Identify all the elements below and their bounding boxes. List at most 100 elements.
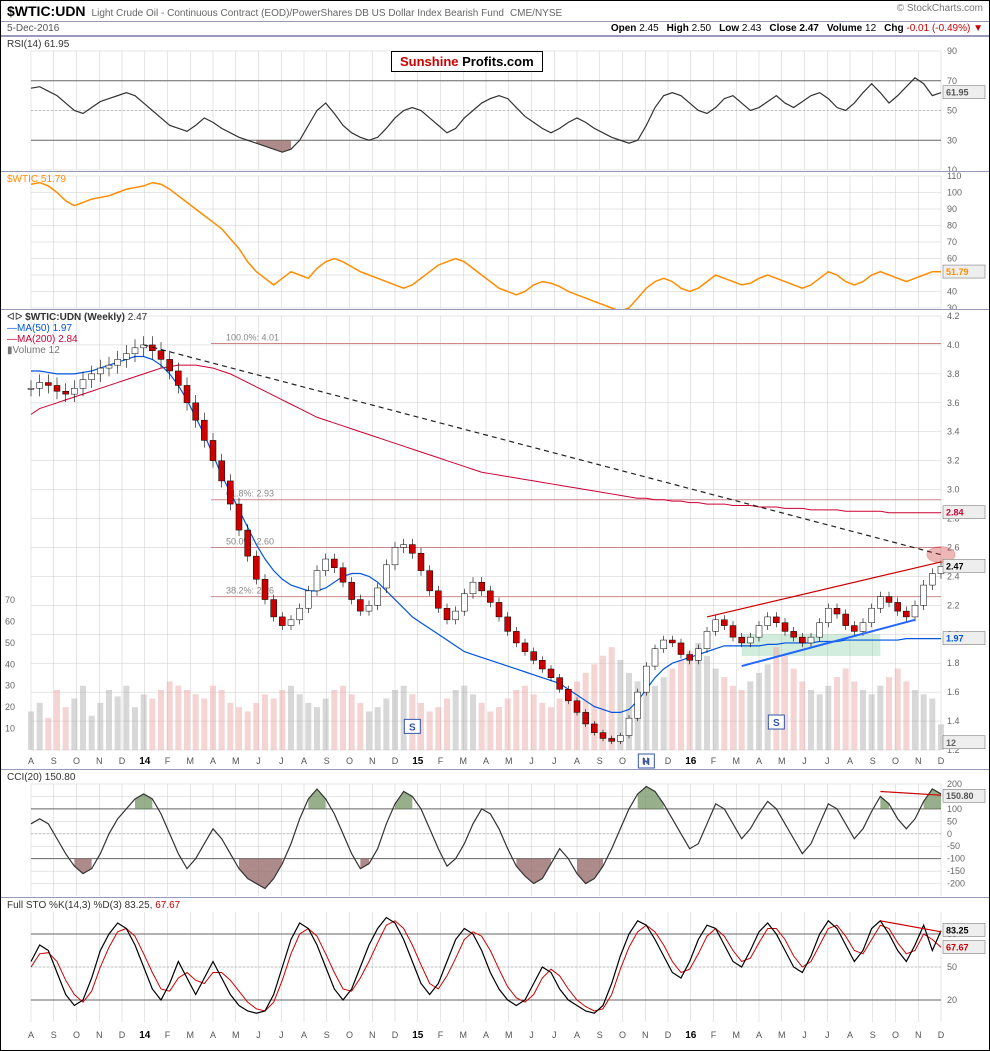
svg-text:83.25: 83.25: [946, 925, 969, 935]
chart-container: $WTIC:UDN Light Crude Oil - Continuous C…: [0, 0, 990, 1051]
svg-text:J: J: [256, 756, 261, 766]
svg-text:4.2: 4.2: [947, 311, 960, 321]
svg-text:A: A: [483, 756, 489, 766]
svg-text:F: F: [438, 1030, 444, 1040]
svg-text:J: J: [802, 756, 807, 766]
high-label: High: [667, 23, 689, 34]
svg-text:F: F: [165, 756, 171, 766]
svg-text:F: F: [165, 1030, 171, 1040]
svg-text:110: 110: [947, 172, 961, 181]
svg-text:16: 16: [685, 756, 697, 767]
svg-text:15: 15: [412, 756, 424, 767]
svg-text:2.2: 2.2: [947, 600, 960, 610]
svg-text:M: M: [505, 756, 513, 766]
svg-text:F: F: [711, 756, 717, 766]
svg-text:D: D: [665, 1030, 672, 1040]
cci-label: CCI(20) 150.80: [7, 772, 75, 783]
svg-text:90: 90: [947, 46, 957, 56]
chg-value: -0.01 (-0.49%): [906, 23, 970, 34]
svg-text:D: D: [665, 756, 672, 766]
svg-text:A: A: [301, 756, 307, 766]
rsi-label: RSI(14) 61.95: [7, 39, 69, 50]
svg-text:A: A: [210, 756, 216, 766]
svg-text:-150: -150: [947, 866, 965, 876]
svg-text:D: D: [119, 1030, 126, 1040]
svg-text:M: M: [460, 1030, 468, 1040]
brand-watermark: Sunshine Profits.com: [391, 51, 543, 72]
open-label: Open: [611, 23, 637, 34]
svg-text:2.47: 2.47: [946, 561, 964, 571]
svg-text:O: O: [346, 756, 353, 766]
svg-text:O: O: [346, 1030, 353, 1040]
svg-text:M: M: [778, 756, 786, 766]
svg-text:A: A: [756, 1030, 762, 1040]
svg-text:1.4: 1.4: [947, 716, 960, 726]
svg-text:O: O: [619, 756, 626, 766]
svg-text:S: S: [773, 718, 780, 729]
svg-text:S: S: [870, 1030, 876, 1040]
wtic-label: $WTIC 51.79: [7, 174, 66, 185]
price-panel: ᐊᐅ $WTIC:UDN (Weekly) 2.47 —MA(50) 1.97 …: [1, 309, 989, 769]
svg-text:S: S: [597, 1030, 603, 1040]
svg-text:D: D: [392, 1030, 399, 1040]
svg-text:60: 60: [947, 254, 957, 264]
svg-text:150.80: 150.80: [946, 791, 974, 801]
svg-text:3.2: 3.2: [947, 456, 960, 466]
svg-text:100.0%: 4.01: 100.0%: 4.01: [226, 332, 279, 342]
svg-text:100: 100: [947, 804, 962, 814]
svg-text:F: F: [711, 1030, 717, 1040]
svg-text:40: 40: [947, 287, 957, 297]
svg-text:S: S: [870, 756, 876, 766]
ohlcv: Open 2.45 High 2.50 Low 2.43 Close 2.47 …: [611, 23, 983, 34]
svg-text:M: M: [460, 756, 468, 766]
svg-text:J: J: [552, 1030, 557, 1040]
svg-text:O: O: [73, 756, 80, 766]
svg-text:O: O: [619, 1030, 626, 1040]
close-value: 2.47: [799, 23, 818, 34]
low-label: Low: [719, 23, 739, 34]
sto-label: Full STO %K(14,3) %D(3) 83.25, 67.67: [7, 900, 180, 911]
svg-text:J: J: [802, 1030, 807, 1040]
svg-text:51.79: 51.79: [946, 267, 969, 277]
wtic-panel: $WTIC 51.79 3040506070809010011051.79: [1, 171, 989, 309]
svg-text:1.97: 1.97: [946, 634, 964, 644]
svg-text:J: J: [529, 1030, 534, 1040]
svg-text:70: 70: [947, 76, 957, 86]
svg-text:3.8: 3.8: [947, 369, 960, 379]
svg-text:50: 50: [947, 816, 957, 826]
svg-text:3.4: 3.4: [947, 427, 960, 437]
svg-text:S: S: [51, 1030, 57, 1040]
svg-text:A: A: [574, 756, 580, 766]
svg-text:50: 50: [5, 638, 15, 648]
cci-svg: -200-150-100-50050100150200150.80: [1, 770, 990, 898]
svg-text:A: A: [756, 756, 762, 766]
svg-text:S: S: [597, 756, 603, 766]
svg-text:40: 40: [5, 659, 15, 669]
svg-text:D: D: [938, 756, 945, 766]
svg-text:M: M: [187, 1030, 195, 1040]
chart-header: $WTIC:UDN Light Crude Oil - Continuous C…: [1, 1, 989, 22]
svg-text:M: M: [505, 1030, 513, 1040]
sto-panel: Full STO %K(14,3) %D(3) 83.25, 67.67 205…: [1, 897, 989, 1042]
svg-text:S: S: [51, 756, 57, 766]
svg-text:4.0: 4.0: [947, 340, 960, 350]
svg-text:1.8: 1.8: [947, 658, 960, 668]
svg-text:0: 0: [947, 829, 952, 839]
svg-text:A: A: [483, 1030, 489, 1040]
chg-label: Chg: [884, 23, 903, 34]
svg-text:O: O: [73, 1030, 80, 1040]
svg-text:S: S: [324, 1030, 330, 1040]
open-value: 2.45: [639, 23, 658, 34]
svg-text:J: J: [529, 756, 534, 766]
wtic-svg: 3040506070809010011051.79: [1, 172, 990, 310]
svg-text:15: 15: [412, 1030, 424, 1041]
svg-text:N: N: [915, 1030, 922, 1040]
price-svg: 1.21.41.61.82.02.22.42.62.83.03.23.43.63…: [1, 310, 990, 770]
svg-text:80: 80: [947, 221, 957, 231]
chart-title: Light Crude Oil - Continuous Contract (E…: [92, 8, 504, 19]
svg-text:N: N: [369, 1030, 376, 1040]
sto-svg: 20508083.2567.67ASOND14FMAMJJASOND15FMAM…: [1, 898, 990, 1043]
svg-text:A: A: [210, 1030, 216, 1040]
svg-text:A: A: [847, 1030, 853, 1040]
svg-text:D: D: [938, 1030, 945, 1040]
